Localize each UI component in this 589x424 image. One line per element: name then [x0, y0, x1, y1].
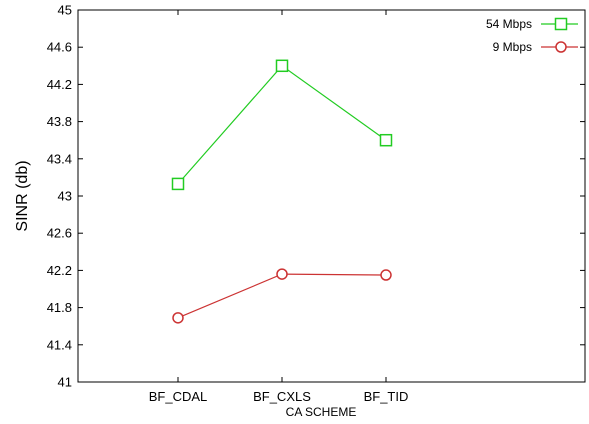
legend-label: 54 Mbps	[486, 17, 532, 31]
y-axis-title: SINR (db)	[14, 160, 31, 231]
data-point-series-2	[172, 312, 184, 324]
y-tick-label: 41.4	[47, 337, 72, 352]
y-tick-label: 45	[58, 3, 72, 18]
data-point-series-2	[276, 268, 288, 280]
y-tick-label: 43.8	[47, 114, 72, 129]
data-point-series-1	[171, 177, 185, 191]
legend-label: 9 Mbps	[493, 40, 532, 54]
series-line-2	[177, 273, 387, 319]
x-axis-ticks: BF_CDAL BF_CXLS BF_TID	[149, 10, 409, 404]
data-point-series-1	[379, 133, 393, 147]
y-tick-label: 42.6	[47, 226, 72, 241]
plot-frame	[77, 9, 586, 383]
y-tick-label: 42.2	[47, 263, 72, 278]
y-tick-label: 43	[58, 189, 72, 204]
x-axis-title: CA SCHEME	[286, 405, 357, 419]
series-layer	[171, 59, 393, 324]
y-tick-label: 41	[58, 375, 72, 390]
x-tick-label: BF_TID	[364, 389, 409, 404]
y-tick-label: 44.2	[47, 77, 72, 92]
y-tick-label: 41.8	[47, 300, 72, 315]
legend: 54 Mbps 9 Mbps	[486, 17, 578, 54]
data-point-series-1	[275, 59, 289, 73]
y-tick-label: 44.6	[47, 40, 72, 55]
series-line-1	[177, 64, 387, 185]
legend-marker	[555, 41, 567, 53]
data-point-series-2	[380, 269, 392, 281]
x-tick-label: BF_CXLS	[253, 389, 311, 404]
x-tick-label: BF_CDAL	[149, 389, 208, 404]
legend-marker	[554, 17, 568, 31]
y-axis-ticks: 41 41.4 41.8 42.2 42.6 43 43.4 43.8 44.2 44.6 45	[47, 3, 585, 390]
y-tick-label: 43.4	[47, 151, 72, 166]
